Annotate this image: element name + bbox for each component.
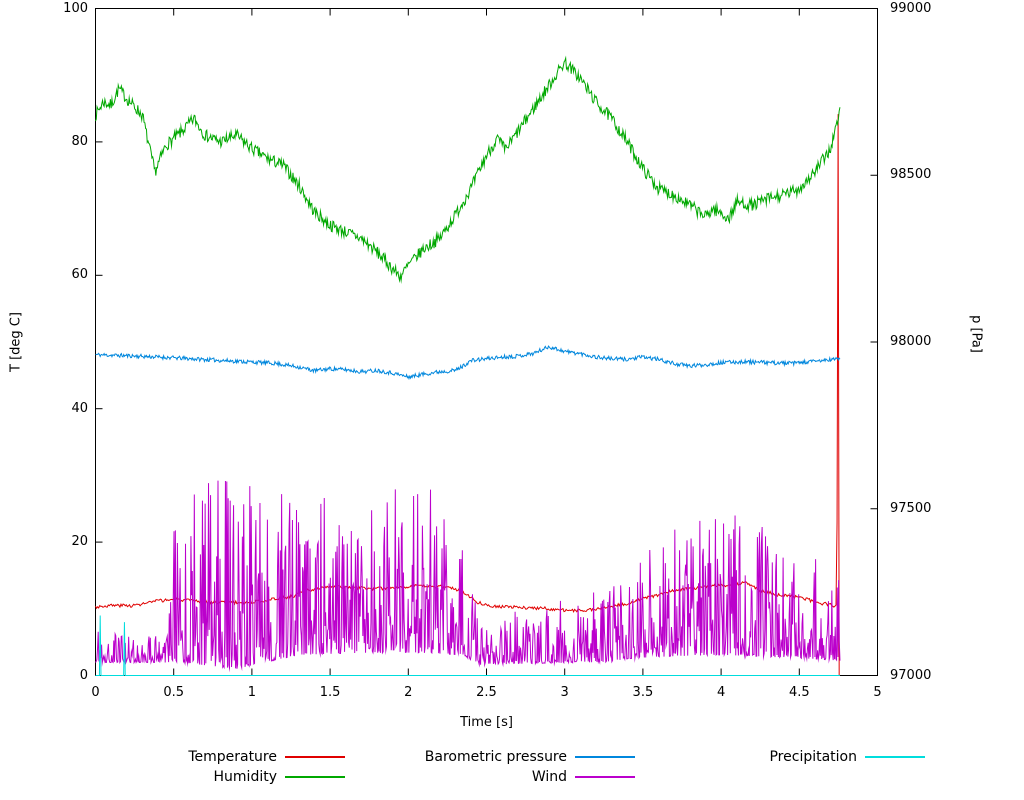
y-right-tick-label: 99000 bbox=[890, 0, 932, 16]
legend-label: Precipitation bbox=[769, 749, 857, 765]
legend-label: Wind bbox=[531, 769, 567, 785]
x-axis-title: Time [s] bbox=[460, 715, 513, 730]
x-tick-label: 2 bbox=[404, 685, 413, 700]
legend-entry: Wind bbox=[345, 767, 635, 787]
legend-line-sample bbox=[865, 756, 925, 758]
legend-line-sample bbox=[285, 756, 345, 758]
legend-label: Temperature bbox=[188, 749, 277, 765]
x-tick-label: 1 bbox=[247, 685, 257, 700]
x-tick-label: 3 bbox=[560, 685, 569, 700]
y-left-tick-label: 100 bbox=[63, 0, 88, 16]
legend-entry: Humidity bbox=[55, 767, 345, 787]
x-tick-label: 4 bbox=[716, 685, 726, 700]
legend-label: Humidity bbox=[213, 769, 277, 785]
legend-line-sample bbox=[285, 776, 345, 778]
y-right-tick-label: 97500 bbox=[890, 500, 932, 516]
legend: Temperature Barometric pressure Precipitat… bbox=[55, 747, 925, 787]
y-right-tick-label: 98500 bbox=[890, 167, 932, 183]
x-tick-label: 0.5 bbox=[163, 685, 185, 700]
legend-line-sample bbox=[575, 776, 635, 778]
y-left-tick-label: 0 bbox=[79, 667, 88, 683]
x-tick-label: 5 bbox=[873, 685, 882, 700]
y-right-tick-label: 97000 bbox=[890, 667, 932, 683]
legend-label: Barometric pressure bbox=[424, 749, 567, 765]
legend-entry: Barometric pressure bbox=[345, 747, 635, 767]
legend-entry: Temperature bbox=[55, 747, 345, 767]
x-tick-label: 0 bbox=[91, 685, 100, 700]
x-tick-label: 4.5 bbox=[788, 685, 810, 700]
y-axis-left-title: T [deg C] bbox=[8, 312, 24, 372]
y-right-tick-label: 98000 bbox=[890, 334, 932, 349]
legend-line-sample bbox=[575, 756, 635, 758]
y-left-tick-label: 60 bbox=[71, 267, 88, 283]
x-tick-label: 3.5 bbox=[632, 685, 654, 700]
y-left-tick-label: 40 bbox=[71, 400, 88, 416]
y-left-tick-label: 80 bbox=[71, 133, 88, 149]
x-tick-label: 1.5 bbox=[319, 685, 341, 700]
y-axis-right-title: p [Pa] bbox=[968, 315, 984, 353]
plot-canvas bbox=[95, 8, 878, 676]
x-tick-label: 2.5 bbox=[476, 685, 497, 700]
legend-entry: Precipitation bbox=[635, 747, 925, 767]
y-left-tick-label: 20 bbox=[71, 534, 88, 550]
